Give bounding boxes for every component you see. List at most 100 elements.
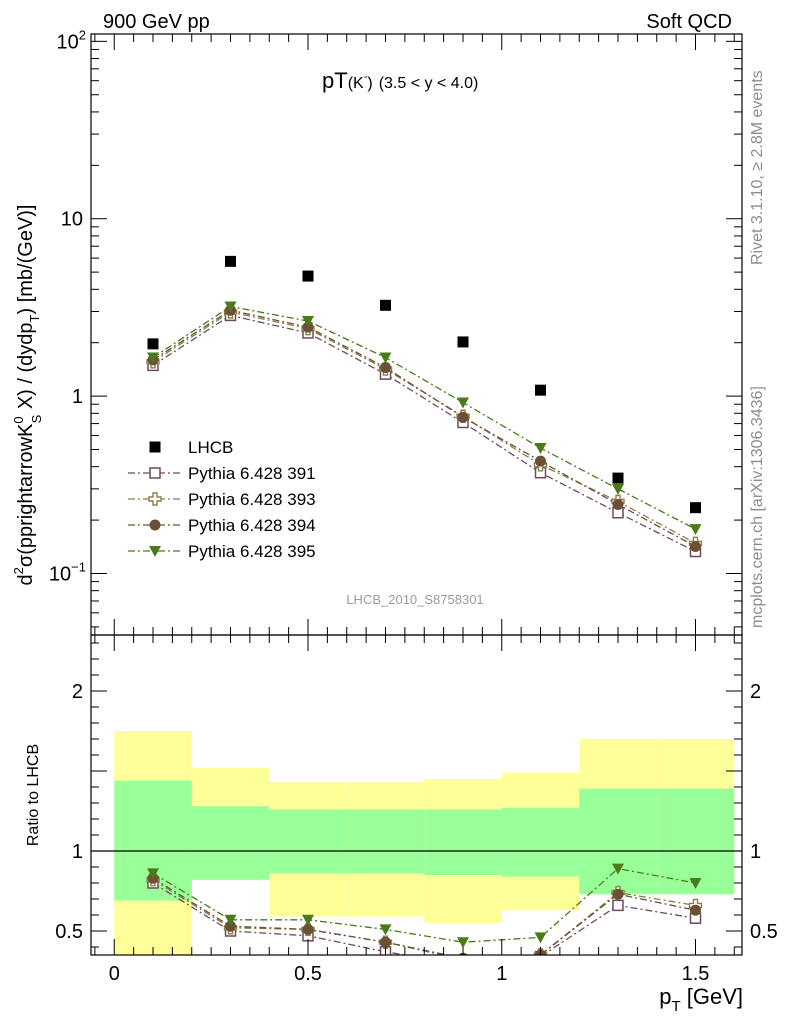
ratio-data-point	[147, 868, 159, 880]
main-y-tick-base: 1	[72, 386, 83, 408]
ratio-inner-band	[656, 788, 735, 895]
main-data-point	[380, 299, 391, 311]
ylabel-mid: X) / (dydp	[15, 322, 37, 414]
main-series-line	[152, 309, 696, 548]
ratio-y-tick-label-right: 2	[750, 681, 761, 703]
main-data-point	[147, 352, 159, 364]
main-data-point	[147, 338, 159, 350]
x-tick-label: 1.5	[682, 963, 710, 985]
main-y-tick-label: 1	[72, 386, 83, 408]
main-data-point	[612, 472, 624, 484]
x-axis-label-main: p	[659, 984, 671, 1009]
ratio-data-point	[302, 914, 314, 926]
ratio-inner-band	[579, 788, 657, 895]
ratio-data-point	[224, 914, 237, 926]
legend-label: Pythia 6.428 393	[188, 490, 316, 509]
ratio-inner-band	[269, 809, 347, 874]
main-y-tick-exp: −1	[71, 559, 86, 574]
mcplots-side-label: mcplots.cern.ch [arXiv:1306.3436]	[749, 386, 766, 628]
ratio-inner-band	[346, 809, 425, 874]
ratio-x-ticks	[94, 635, 735, 955]
main-y-tick-base: 10	[61, 209, 83, 231]
plot-title-particle-sup: -	[364, 71, 368, 83]
main-y-tick-exp: 2	[79, 27, 86, 42]
main-y-axis-label: d2σ(pprightarrowK0 S X) / (dydpT) [mb/(Ge…	[11, 204, 44, 585]
main-series-0	[147, 255, 701, 514]
ylabel-sigma: σ(pprightarrowK	[15, 423, 37, 567]
ylabel-subS: S	[29, 414, 44, 423]
ratio-data-point	[458, 960, 468, 970]
legend-entry: Pythia 6.428 394	[128, 516, 316, 535]
main-data-point	[612, 483, 624, 495]
ratio-data-point	[379, 924, 392, 936]
x-tick-label: 1	[496, 963, 507, 985]
ratio-data-point	[225, 920, 236, 932]
legend-entry: Pythia 6.428 393	[128, 490, 316, 509]
main-data-point	[457, 411, 469, 423]
legend-label: Pythia 6.428 395	[188, 542, 316, 561]
legend-marker	[149, 441, 161, 453]
ratio-series-line	[152, 882, 696, 955]
x-axis-label: pT [GeV]	[659, 984, 743, 1015]
ratio-y-ticks	[91, 642, 742, 948]
main-data-point	[302, 316, 314, 328]
main-data-point	[225, 255, 236, 267]
ylabel-end: ) [mb/(GeV)]	[15, 204, 37, 314]
ylabel-sup0: 0	[11, 416, 26, 423]
main-y-tick-label: 10−1	[49, 559, 86, 585]
main-x-ticks	[94, 34, 735, 635]
legend-label: LHCB	[188, 438, 233, 457]
x-axis-label-sub: T	[671, 998, 680, 1015]
ratio-data-point	[690, 904, 701, 916]
main-data-point	[457, 397, 469, 409]
main-y-tick-label: 10	[61, 209, 83, 231]
ratio-inner-band	[501, 807, 580, 877]
ratio-plot: 0.5 0.5 1 1 2 2 0 0.5 1 1.5	[55, 634, 778, 985]
ratio-inner-band	[191, 806, 270, 880]
legend: LHCB Pythia 6.428 391 Pythia 6.428 393 Pyth…	[128, 438, 316, 561]
ratio-data-point	[380, 936, 391, 948]
ratio-series-3	[147, 863, 702, 949]
main-data-point	[689, 524, 702, 536]
ylabel-subT: T	[27, 314, 42, 322]
legend-marker	[149, 546, 161, 557]
main-data-point	[302, 270, 314, 282]
main-data-point	[612, 498, 624, 510]
ratio-data-point	[534, 932, 547, 944]
x-tick-label: 0.5	[294, 963, 322, 985]
main-series-4	[147, 301, 702, 536]
ratio-y-tick-label-left: 1	[72, 841, 83, 863]
main-data-point	[690, 502, 701, 514]
main-data-point	[535, 384, 546, 396]
ratio-inner-band	[424, 809, 502, 875]
main-y-tick-base: 10	[57, 31, 79, 53]
plot-title-particle-close: )	[367, 75, 372, 92]
ratio-data-point	[612, 888, 624, 900]
ratio-series-line	[152, 867, 696, 943]
ratio-data-point	[302, 923, 314, 935]
main-data-point	[535, 455, 546, 467]
ratio-data-point	[689, 878, 702, 889]
analysis-watermark: LHCB_2010_S8758301	[346, 592, 483, 607]
plot-title: pT(K-) (3.5 < y < 4.0)	[322, 68, 478, 93]
ratio-data-point	[457, 937, 469, 949]
ratio-data-point	[612, 899, 624, 912]
ratio-y-tick-label-left: 0.5	[55, 921, 83, 943]
main-data-point	[690, 540, 701, 552]
main-data-point	[379, 352, 392, 364]
ratio-y-tick-label-left: 2	[72, 681, 83, 703]
plot-title-range: (3.5 < y < 4.0)	[379, 75, 479, 92]
main-data-point	[457, 336, 469, 348]
main-y-ticks	[91, 40, 742, 628]
plot-title-particle: (K	[348, 75, 364, 92]
ylabel-d: d	[15, 574, 37, 585]
header-right-label: Soft QCD	[646, 11, 732, 33]
plot-title-main: pT	[322, 68, 348, 93]
main-series-line	[152, 314, 696, 553]
legend-marker	[149, 519, 161, 531]
main-data-point	[380, 361, 391, 373]
main-series-line	[152, 305, 696, 530]
legend-entry: Pythia 6.428 391	[128, 464, 316, 483]
legend-entry: Pythia 6.428 395	[128, 542, 316, 561]
